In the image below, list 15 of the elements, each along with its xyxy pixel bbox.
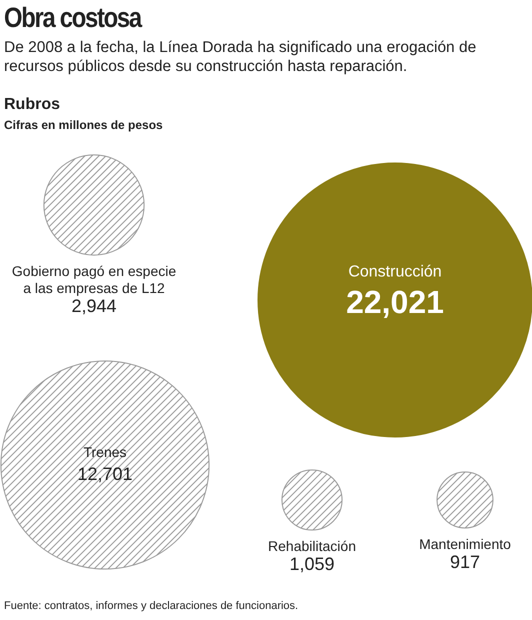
source-note: Fuente: contratos, informes y declaraciones de funcionarios. [4, 600, 298, 612]
text: Obra costosa [4, 2, 141, 34]
data-label: 917 [450, 552, 480, 572]
category-label: Construcción [348, 263, 442, 280]
category-label: Trenes [83, 444, 127, 460]
category-label: Gobierno pagó en especie a las empresas de L12 [12, 262, 176, 296]
legend-title: Rubros [4, 96, 60, 114]
text: De 2008 a la fecha, la Línea Dorada ha significado una erogación de recursos públicos desde su construcción hasta reparación. [4, 38, 478, 76]
data-label: 12,701 [77, 464, 133, 484]
text: Cifras en millones de pesos [4, 118, 163, 132]
category-label: Mantenimiento [419, 536, 512, 552]
data-label: 1,059 [289, 554, 335, 574]
category-label: Rehabilitación [268, 538, 356, 554]
data-label: 22,021 [346, 284, 444, 320]
data-label: 2,944 [71, 296, 117, 316]
